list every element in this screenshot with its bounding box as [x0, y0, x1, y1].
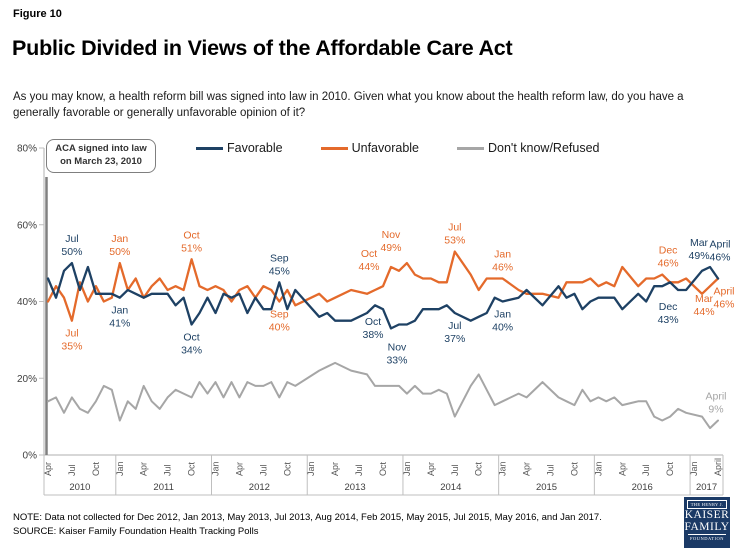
month-tick-label: Apr	[617, 462, 627, 476]
year-label: 2010	[69, 482, 90, 493]
survey-question-text: As you may know, a health reform bill wa…	[13, 91, 684, 119]
y-tick-label: 0%	[23, 451, 38, 462]
month-tick-label: Apr	[43, 462, 53, 476]
month-tick-label: Oct	[569, 461, 579, 476]
month-tick-label: Jul	[641, 464, 651, 476]
unfavorable-point-label: Oct 51%	[181, 229, 202, 254]
unfavorable-point-label: Oct 44%	[358, 248, 379, 273]
favorable-point-label: Jul 50%	[61, 233, 82, 258]
month-tick-label: Jan	[498, 461, 508, 476]
year-label: 2011	[153, 482, 173, 493]
favorable-point-label: Oct 38%	[362, 316, 383, 341]
legend-label-dontknow: Don't know/Refused	[488, 141, 600, 155]
dontknow-point-label: April 9%	[705, 390, 726, 415]
month-tick-label: Jan	[593, 461, 603, 476]
month-tick-label: Oct	[378, 461, 388, 476]
month-tick-label: Jul	[163, 464, 173, 476]
unfavorable-point-label: Dec 46%	[658, 244, 679, 269]
legend-item-favorable: Favorable	[196, 141, 283, 155]
month-tick-label: April	[713, 458, 723, 476]
kff-logo: THE HENRY J. KAISER FAMILY FOUNDATION	[684, 497, 730, 548]
month-tick-label: Jul	[546, 464, 556, 476]
unfavorable-point-label: Jan 46%	[492, 248, 513, 273]
month-tick-label: Jan	[689, 461, 699, 476]
month-tick-label: Oct	[187, 461, 197, 476]
month-tick-label: Apr	[234, 462, 244, 476]
aca-favorability-chart: 0% 20% 40% 60% 80% 2010 Apr Jul Oct 2011 Jan Apr Jul…	[17, 144, 735, 496]
month-tick-label: Oct	[91, 461, 101, 476]
favorable-point-label: Dec 43%	[658, 301, 679, 326]
favorable-point-label: Jul 37%	[444, 320, 465, 345]
y-tick-label: 80%	[17, 144, 37, 155]
kff-logo-henry-text: THE HENRY J.	[687, 500, 727, 509]
aca-annotation-box: ACA signed into law on March 23, 2010	[46, 139, 156, 173]
dontknow-line	[47, 361, 719, 430]
month-tick-label: Jul	[67, 464, 77, 476]
dontknow-line-swatch	[457, 146, 484, 150]
legend-label-unfavorable: Unfavorable	[351, 141, 419, 155]
month-tick-label: Jul	[450, 464, 460, 476]
favorable-line-swatch	[196, 146, 223, 150]
year-label: 2013	[345, 482, 366, 493]
favorable-point-label: Mar 49%	[689, 237, 710, 262]
legend: Favorable Unfavorable Don't know/Refused	[196, 141, 599, 155]
month-tick-label: Jul	[258, 464, 268, 476]
chart-note: NOTE: Data not collected for Dec 2012, J…	[13, 512, 602, 523]
kff-logo-kaiser-text: KAISER	[684, 509, 730, 521]
unfavorable-point-label: Sep 40%	[269, 309, 290, 334]
year-label: 2012	[249, 482, 270, 493]
favorable-point-label: Oct 34%	[181, 332, 202, 357]
month-tick-label: Apr	[426, 462, 436, 476]
y-tick-label: 40%	[17, 297, 37, 308]
unfavorable-point-label: Mar 44%	[694, 293, 715, 318]
month-tick-label: Oct	[665, 461, 675, 476]
favorable-point-label: April 46%	[709, 238, 730, 263]
favorable-point-label: Jan 41%	[109, 305, 130, 330]
y-tick-label: 20%	[17, 374, 37, 385]
favorable-point-label: Sep 45%	[269, 252, 290, 277]
kff-logo-foundation-text: FOUNDATION	[688, 534, 726, 541]
aca-annotation-line1: ACA signed into law	[55, 143, 147, 154]
month-tick-label: Oct	[474, 461, 484, 476]
year-label: 2015	[536, 482, 557, 493]
unfavorable-line-swatch	[320, 146, 348, 150]
month-tick-label: Apr	[522, 462, 532, 476]
kff-logo-family-text: FAMILY	[684, 521, 730, 533]
year-label: 2016	[632, 482, 653, 493]
year-label: 2014	[440, 482, 461, 493]
month-tick-label: Apr	[330, 462, 340, 476]
unfavorable-point-label: Jul 53%	[444, 222, 465, 247]
unfavorable-point-label: Jul 35%	[61, 328, 82, 353]
month-tick-label: Jan	[402, 461, 412, 476]
legend-label-favorable: Favorable	[227, 141, 283, 155]
month-tick-label: Jan	[306, 461, 316, 476]
y-tick-label: 60%	[17, 220, 37, 231]
favorable-line	[46, 261, 720, 330]
legend-item-unfavorable: Unfavorable	[320, 141, 419, 155]
favorable-point-label: Nov 33%	[386, 341, 407, 366]
page-title: Public Divided in Views of the Affordabl…	[12, 36, 513, 60]
unfavorable-point-label: Jan 50%	[109, 233, 130, 258]
aca-annotation-line2: on March 23, 2010	[60, 155, 142, 167]
unfavorable-point-label: Nov 49%	[380, 229, 401, 254]
month-tick-label: Jan	[211, 461, 221, 476]
year-label: 2017	[696, 482, 717, 493]
figure-label: Figure 10	[13, 8, 62, 20]
unfavorable-point-label: April 46%	[713, 285, 734, 310]
legend-item-dontknow: Don't know/Refused	[457, 141, 599, 155]
month-tick-label: Apr	[139, 462, 149, 476]
favorable-point-label: Jan 40%	[492, 309, 513, 334]
month-tick-label: Oct	[282, 461, 292, 476]
month-tick-label: Jul	[354, 464, 364, 476]
unfavorable-line	[46, 250, 720, 322]
chart-source: SOURCE: Kaiser Family Foundation Health …	[13, 526, 259, 537]
month-tick-label: Jan	[115, 461, 125, 476]
